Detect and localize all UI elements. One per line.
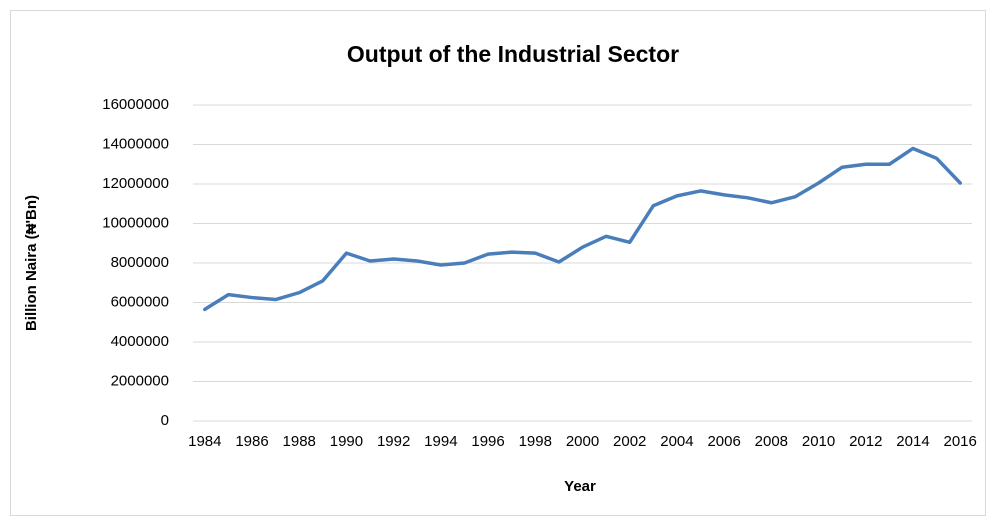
y-axis-label: Billion Naira (₦'Bn) xyxy=(23,195,40,331)
y-tick-label: 4000000 xyxy=(111,333,169,350)
x-tick-label: 2012 xyxy=(849,433,882,450)
x-tick-label: 2000 xyxy=(566,433,599,450)
x-tick-label: 1990 xyxy=(330,433,363,450)
x-tick-label: 2010 xyxy=(802,433,835,450)
data-line xyxy=(203,146,962,312)
y-tick-label: 14000000 xyxy=(102,135,169,152)
y-tick-label: 10000000 xyxy=(102,214,169,231)
x-tick-label: 2006 xyxy=(707,433,740,450)
y-tick-label: 6000000 xyxy=(111,293,169,310)
y-tick-label: 2000000 xyxy=(111,372,169,389)
x-tick-label: 1992 xyxy=(377,433,410,450)
x-tick-label: 2008 xyxy=(755,433,788,450)
x-tick-label: 2016 xyxy=(944,433,977,450)
x-tick-label: 2014 xyxy=(896,433,929,450)
y-tick-label: 8000000 xyxy=(111,254,169,271)
x-tick-label: 1986 xyxy=(235,433,268,450)
y-tick-label: 12000000 xyxy=(102,175,169,192)
chart-title: Output of the Industrial Sector xyxy=(347,41,679,67)
x-tick-label: 1988 xyxy=(283,433,316,450)
x-axis-label: Year xyxy=(564,478,596,495)
x-tick-label: 2004 xyxy=(660,433,693,450)
y-tick-label: 16000000 xyxy=(102,96,169,113)
x-tick-label: 1984 xyxy=(188,433,221,450)
x-tick-label: 1996 xyxy=(471,433,504,450)
y-tick-label: 0 xyxy=(161,412,169,429)
x-tick-label: 1994 xyxy=(424,433,457,450)
x-tick-label: 2002 xyxy=(613,433,646,450)
x-tick-label: 1998 xyxy=(519,433,552,450)
